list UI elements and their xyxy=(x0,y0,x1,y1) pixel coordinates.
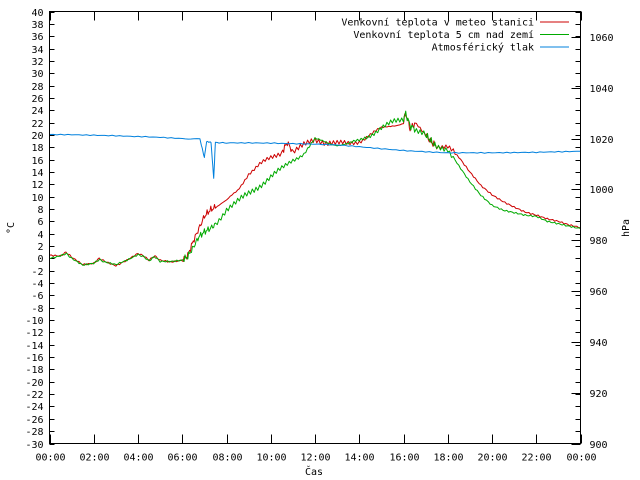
x-tick-label: 00:00 xyxy=(35,453,65,464)
left-tick-label: 16 xyxy=(31,156,43,167)
x-tick-label: 04:00 xyxy=(123,453,153,464)
left-tick-label: 4 xyxy=(37,230,43,241)
x-tick-label: 22:00 xyxy=(521,453,551,464)
left-tick-label: -28 xyxy=(25,427,43,438)
x-axis-ticks: 00:00 02:00 04:00 06:00 08:00 10:00 12:00 14:00… xyxy=(35,11,597,464)
left-tick-label: -6 xyxy=(31,291,43,302)
series-layer xyxy=(49,110,581,267)
right-tick-label: 980 xyxy=(590,236,608,247)
left-tick-label: -22 xyxy=(25,390,43,401)
x-tick-label: 02:00 xyxy=(79,453,109,464)
legend-label: Atmosférický tlak xyxy=(432,42,534,54)
left-tick-label: 8 xyxy=(37,205,43,216)
series-line-1 xyxy=(49,113,581,267)
left-tick-label: 0 xyxy=(37,254,43,265)
left-tick-label: 18 xyxy=(31,143,43,154)
x-tick-label: 08:00 xyxy=(212,453,242,464)
left-tick-label: 2 xyxy=(37,242,43,253)
x-tick-label: 06:00 xyxy=(167,453,197,464)
left-tick-label: -18 xyxy=(25,365,43,376)
x-tick-label: 20:00 xyxy=(477,453,507,464)
x-tick-label: 10:00 xyxy=(256,453,286,464)
right-tick-label: 900 xyxy=(590,440,608,451)
y-axis-title-right: hPa xyxy=(621,219,632,237)
left-tick-label: 30 xyxy=(31,69,43,80)
legend-label: Venkovní teplota 5 cm nad zemí xyxy=(353,29,534,41)
right-tick-label: 960 xyxy=(590,287,608,298)
x-tick-label: 12:00 xyxy=(300,453,330,464)
left-tick-label: 24 xyxy=(31,106,43,117)
series-line-3 xyxy=(49,133,581,179)
right-tick-label: 1060 xyxy=(590,33,614,44)
left-tick-label: -16 xyxy=(25,353,43,364)
left-tick-label: 28 xyxy=(31,82,43,93)
left-tick-label: 36 xyxy=(31,32,43,43)
right-tick-label: 1000 xyxy=(590,185,614,196)
legend: Venkovní teplota v meteo staniciVenkovní… xyxy=(341,17,569,54)
right-tick-label: 1020 xyxy=(590,135,614,146)
left-tick-label: -24 xyxy=(25,402,43,413)
right-tick-label: 940 xyxy=(590,338,608,349)
left-tick-label: 26 xyxy=(31,94,43,105)
left-tick-label: -8 xyxy=(31,304,43,315)
legend-label: Venkovní teplota v meteo stanici xyxy=(341,17,534,29)
right-tick-label: 1040 xyxy=(590,84,614,95)
series-line-2 xyxy=(49,110,581,266)
x-axis-title: Čas xyxy=(305,465,323,478)
left-tick-label: -20 xyxy=(25,378,43,389)
plot-frame xyxy=(49,11,581,444)
left-tick-label: -4 xyxy=(31,279,43,290)
x-tick-label: 00:00 xyxy=(566,453,596,464)
left-tick-label: -12 xyxy=(25,328,43,339)
x-tick-label: 14:00 xyxy=(344,453,374,464)
left-tick-label: 12 xyxy=(31,180,43,191)
left-tick-label: 10 xyxy=(31,193,43,204)
left-tick-label: -14 xyxy=(25,341,43,352)
left-tick-label: 6 xyxy=(37,217,43,228)
left-tick-label: 34 xyxy=(31,45,43,56)
y-axis-title-left: °C xyxy=(6,222,17,234)
left-tick-label: 22 xyxy=(31,119,43,130)
x-tick-label: 16:00 xyxy=(389,453,419,464)
x-tick-label: 18:00 xyxy=(433,453,463,464)
right-axis-ticks: 900 920 940 960 980 1000 1020 1040 1060 xyxy=(571,33,614,451)
left-tick-label: 20 xyxy=(31,131,43,142)
left-tick-label: -10 xyxy=(25,316,43,327)
left-tick-label: 40 xyxy=(31,8,43,19)
left-axis-ticks: -30-28-26-24-22-20-18-16-14-12-10-8-6-4-… xyxy=(25,8,581,451)
left-tick-label: 32 xyxy=(31,57,43,68)
left-tick-label: -26 xyxy=(25,415,43,426)
left-tick-label: -2 xyxy=(31,267,43,278)
left-tick-label: -30 xyxy=(25,440,43,451)
left-tick-label: 14 xyxy=(31,168,43,179)
left-tick-label: 38 xyxy=(31,20,43,31)
right-tick-label: 920 xyxy=(590,389,608,400)
